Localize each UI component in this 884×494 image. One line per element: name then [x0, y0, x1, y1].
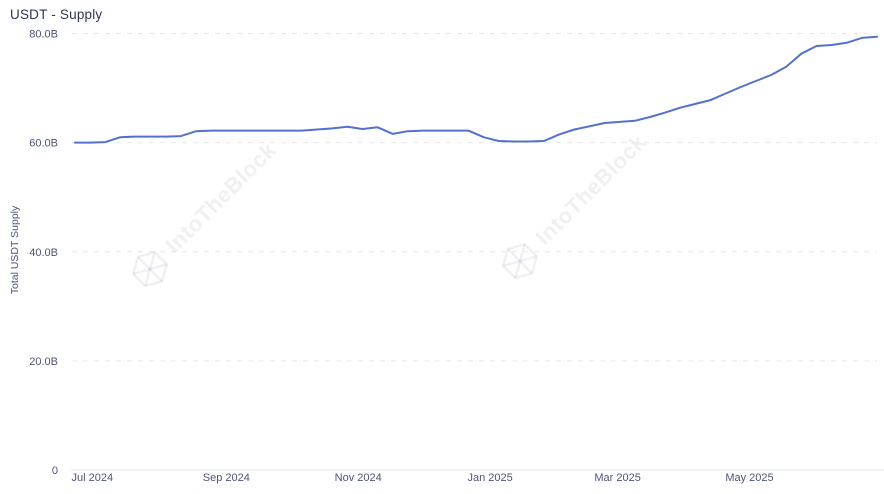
y-tick-label: 60.0B [29, 138, 58, 150]
x-tick-label: Jan 2025 [467, 472, 512, 484]
supply-line-series[interactable] [74, 35, 878, 144]
x-tick-label: May 2025 [725, 472, 773, 484]
chart-title: USDT - Supply [10, 7, 103, 22]
x-tick-label: Mar 2025 [594, 472, 640, 484]
y-tick-label: 40.0B [29, 247, 58, 259]
x-tick-label: Nov 2024 [335, 472, 382, 484]
x-tick-label: Sep 2024 [203, 472, 250, 484]
x-tick-label: Jul 2024 [72, 472, 114, 484]
y-tick-label: 80.0B [29, 29, 58, 41]
y-tick-label: 0 [52, 465, 58, 477]
y-tick-label: 20.0B [29, 356, 58, 368]
